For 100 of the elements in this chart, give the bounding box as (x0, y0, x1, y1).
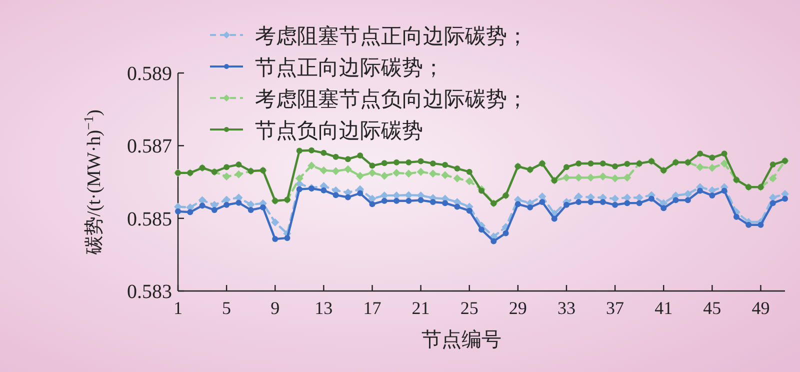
x-tick-label: 9 (270, 298, 280, 318)
y-tick-label: 0.587 (127, 136, 172, 158)
y-tick-label: 0.585 (127, 208, 172, 230)
point (368, 168, 376, 177)
point (320, 166, 328, 174)
point (236, 162, 242, 168)
point (648, 196, 654, 202)
point (236, 200, 242, 206)
point (586, 174, 595, 182)
point (380, 191, 388, 200)
point (356, 172, 364, 180)
x-tick-label: 17 (363, 298, 382, 318)
point (514, 201, 521, 208)
point (404, 191, 413, 200)
point (478, 226, 484, 233)
point (539, 198, 546, 205)
point (260, 204, 266, 210)
point (442, 200, 448, 206)
point (295, 174, 304, 182)
point (392, 191, 401, 200)
point (199, 202, 206, 209)
point (768, 174, 777, 182)
point (308, 162, 316, 170)
point (296, 148, 302, 154)
point (332, 192, 339, 198)
point (696, 163, 704, 172)
x-tick-label: 33 (557, 298, 576, 318)
point (660, 205, 667, 212)
point (600, 198, 606, 205)
point (551, 216, 558, 222)
point (357, 190, 364, 196)
point (746, 222, 752, 228)
point (588, 198, 594, 205)
point (332, 154, 339, 160)
point (296, 186, 302, 192)
point (404, 170, 413, 178)
point (466, 168, 472, 175)
point (394, 159, 400, 166)
point (733, 214, 740, 220)
point (576, 160, 582, 166)
point (611, 174, 620, 182)
point (344, 194, 351, 200)
xlabel: 节点编号 (422, 329, 502, 351)
point (623, 174, 632, 182)
point (770, 200, 776, 206)
point (697, 150, 704, 157)
point (418, 158, 424, 164)
point (187, 209, 194, 216)
point (721, 188, 728, 194)
point (758, 222, 764, 228)
point (234, 170, 243, 178)
x-tick-label: 21 (412, 298, 430, 318)
point (369, 201, 376, 208)
point (684, 190, 692, 198)
point (442, 162, 448, 168)
point (332, 167, 340, 176)
x-tick-label: 45 (703, 298, 722, 318)
point (721, 150, 728, 157)
point (697, 188, 704, 194)
point (720, 159, 728, 168)
point (224, 202, 230, 208)
point (380, 172, 388, 180)
point (454, 166, 460, 172)
point (357, 152, 364, 158)
point (441, 171, 450, 180)
point (320, 150, 327, 156)
x-tick-label: 29 (508, 298, 527, 318)
legend-label: 节点正向边际碳势； (255, 56, 444, 80)
point (418, 197, 424, 204)
x-tick-label: 37 (606, 298, 624, 318)
point (624, 200, 630, 206)
point (430, 160, 436, 166)
point (406, 159, 412, 166)
y-tick-label: 0.589 (127, 63, 172, 85)
point (320, 187, 327, 194)
point (684, 197, 691, 204)
point (588, 160, 594, 166)
x-tick-label: 13 (314, 298, 333, 318)
point (709, 154, 716, 161)
point (709, 192, 716, 198)
point (466, 208, 472, 214)
point (428, 170, 437, 178)
point (611, 194, 620, 203)
point (612, 202, 618, 208)
point (416, 168, 425, 176)
x-tick-label: 25 (460, 298, 478, 318)
point (430, 198, 436, 205)
point (344, 156, 351, 162)
point (406, 198, 412, 204)
point (344, 165, 352, 174)
point (636, 200, 642, 206)
point (782, 196, 788, 202)
x-tick-label: 1 (174, 298, 182, 318)
point (563, 202, 570, 208)
point (175, 208, 181, 214)
y-tick-label: 0.583 (127, 281, 172, 303)
point (465, 177, 474, 186)
legend-label: 考虑阻塞节点正向边际碳势； (255, 24, 528, 48)
point (211, 206, 218, 213)
point (672, 197, 679, 204)
